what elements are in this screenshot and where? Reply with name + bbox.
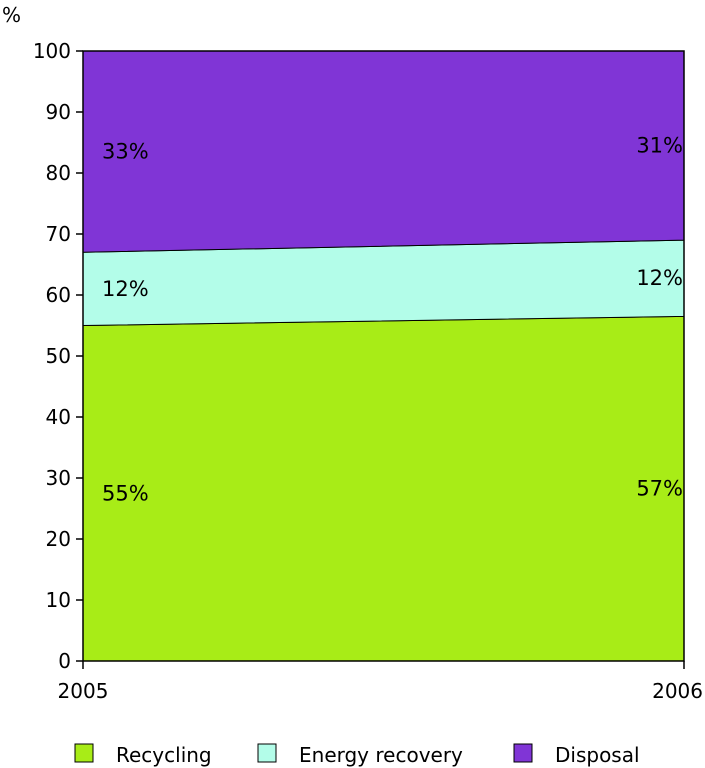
y-unit-label: % bbox=[2, 3, 21, 27]
y-tick-label: 100 bbox=[33, 39, 71, 63]
legend-swatch bbox=[74, 743, 94, 763]
legend-swatch bbox=[257, 743, 277, 763]
x-tick-label: 2006 bbox=[652, 679, 703, 703]
area-energy-recovery bbox=[82, 239, 685, 327]
y-tick-label: 30 bbox=[46, 466, 71, 490]
data-label: 12% bbox=[636, 266, 683, 290]
y-tick-label: 40 bbox=[46, 405, 71, 429]
y-tick-label: 0 bbox=[58, 649, 71, 673]
y-tick-label: 70 bbox=[46, 222, 71, 246]
legend-label: Energy recovery bbox=[299, 743, 463, 767]
y-tick-label: 90 bbox=[46, 100, 71, 124]
y-tick-label: 60 bbox=[46, 283, 71, 307]
data-label: 31% bbox=[636, 134, 683, 158]
legend-label: Recycling bbox=[116, 743, 212, 767]
data-label: 55% bbox=[102, 481, 149, 505]
legend-swatch bbox=[513, 743, 533, 763]
data-label: 57% bbox=[636, 477, 683, 501]
area-recycling bbox=[82, 315, 685, 662]
data-label: 12% bbox=[102, 277, 149, 301]
data-label: 33% bbox=[102, 140, 149, 164]
y-tick-label: 20 bbox=[46, 527, 71, 551]
y-tick-label: 80 bbox=[46, 161, 71, 185]
legend-item: Disposal bbox=[513, 743, 640, 767]
legend-item: Recycling bbox=[74, 743, 212, 767]
legend: Recycling Energy recovery Disposal bbox=[74, 743, 640, 767]
legend-label: Disposal bbox=[555, 743, 640, 767]
legend-item: Energy recovery bbox=[257, 743, 463, 767]
y-tick-label: 50 bbox=[46, 344, 71, 368]
data-labels: 55% 57% 12% 12% 33% 31% bbox=[102, 134, 683, 506]
x-tick-label: 2005 bbox=[58, 679, 109, 703]
y-tick-label: 10 bbox=[46, 588, 71, 612]
plot-areas bbox=[82, 50, 685, 662]
area-disposal bbox=[82, 50, 685, 253]
y-axis-ticks: 0 10 20 30 40 50 60 70 80 90 100 bbox=[33, 39, 83, 673]
x-axis-ticks: 2005 2006 bbox=[58, 661, 703, 703]
